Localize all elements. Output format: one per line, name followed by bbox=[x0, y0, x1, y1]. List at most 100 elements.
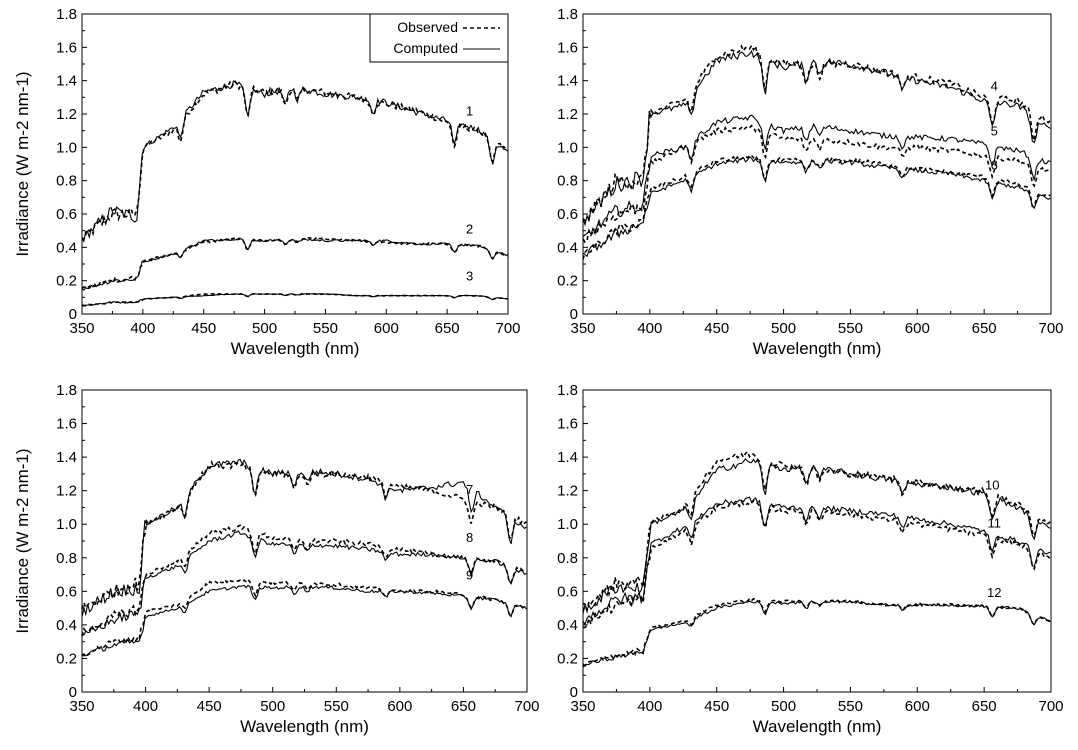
y-tick-label: 0.2 bbox=[56, 650, 77, 667]
x-tick-label: 400 bbox=[637, 698, 662, 715]
y-tick-label: 1.0 bbox=[56, 139, 77, 156]
y-tick-label: 0 bbox=[570, 684, 578, 701]
y-tick-label: 0 bbox=[69, 684, 77, 701]
y-tick-label: 0.8 bbox=[557, 173, 578, 190]
x-axis-label: Wavelength (nm) bbox=[753, 339, 882, 358]
series-label-3: 3 bbox=[466, 268, 473, 283]
y-axis-label: Irradiance (W m-2 nm-1) bbox=[13, 71, 32, 256]
y-tick-label: 1.4 bbox=[557, 73, 578, 90]
y-tick-label: 0.2 bbox=[557, 273, 578, 290]
y-tick-label: 0.8 bbox=[56, 173, 77, 190]
x-tick-label: 350 bbox=[69, 698, 94, 715]
x-tick-label: 700 bbox=[514, 698, 539, 715]
series-10-computed-line bbox=[582, 458, 1051, 614]
series-11-computed-line bbox=[582, 496, 1051, 626]
series-6-computed-line bbox=[582, 156, 1051, 258]
y-tick-label: 1.8 bbox=[557, 382, 578, 399]
y-tick-label: 0.4 bbox=[557, 239, 578, 256]
series-7-observed-line bbox=[81, 459, 527, 610]
chart-panel-2: 0 0.2 0.4 0.6 0.8 1.0 1.2 1.4 1.6 1.8 350 400 450 500… bbox=[557, 6, 1063, 358]
series-label-7: 7 bbox=[466, 482, 473, 497]
series-4-computed-line bbox=[582, 49, 1051, 227]
x-tick-label: 350 bbox=[69, 320, 94, 337]
x-tick-label: 700 bbox=[495, 320, 520, 337]
y-tick-label: 0 bbox=[69, 306, 77, 323]
y-tick-label: 0.6 bbox=[557, 206, 578, 223]
x-tick-label: 650 bbox=[451, 698, 476, 715]
x-axis-label: Wavelength (nm) bbox=[753, 717, 882, 736]
y-tick-label: 1.6 bbox=[557, 39, 578, 56]
y-tick-label: 0.8 bbox=[557, 550, 578, 567]
series-12-computed-line bbox=[582, 599, 1051, 668]
y-tick-label: 0.6 bbox=[56, 206, 77, 223]
x-tick-label: 350 bbox=[570, 320, 595, 337]
y-tick-label: 1.2 bbox=[557, 483, 578, 500]
x-tick-label: 550 bbox=[313, 320, 338, 337]
y-tick-label: 1.6 bbox=[557, 416, 578, 433]
y-tick-label: 1.8 bbox=[557, 6, 578, 23]
y-tick-label: 0.6 bbox=[56, 583, 77, 600]
x-tick-label: 700 bbox=[1038, 320, 1063, 337]
y-tick-label: 0.8 bbox=[56, 550, 77, 567]
x-axis-label: Wavelength (nm) bbox=[231, 339, 360, 358]
series-label-8: 8 bbox=[466, 530, 473, 545]
series-4-observed-line bbox=[582, 43, 1051, 222]
x-tick-label: 500 bbox=[260, 698, 285, 715]
y-tick-label: 0.4 bbox=[557, 617, 578, 634]
x-tick-label: 600 bbox=[387, 698, 412, 715]
series-label-11: 11 bbox=[988, 516, 1002, 531]
chart-panel-3: 0 0.2 0.4 0.6 0.8 1.0 1.2 1.4 1.6 1.8 350 400 450 500… bbox=[13, 382, 540, 736]
x-tick-label: 400 bbox=[130, 320, 155, 337]
y-tick-label: 1.2 bbox=[557, 106, 578, 123]
x-tick-label: 450 bbox=[197, 698, 222, 715]
x-tick-label: 600 bbox=[905, 698, 930, 715]
series-1-observed-line bbox=[81, 80, 508, 241]
y-tick-label: 0.4 bbox=[56, 617, 77, 634]
y-tick-label: 1.4 bbox=[56, 73, 77, 90]
y-tick-label: 0.2 bbox=[557, 650, 578, 667]
y-tick-label: 1.2 bbox=[56, 106, 77, 123]
y-axis-label: Irradiance (W m-2 nm-1) bbox=[13, 448, 32, 633]
series-label-9: 9 bbox=[466, 567, 473, 582]
y-tick-label: 1.8 bbox=[56, 6, 77, 23]
series-label-2: 2 bbox=[466, 222, 473, 237]
y-tick-label: 1.0 bbox=[56, 516, 77, 533]
series-9-observed-line bbox=[81, 578, 527, 657]
x-tick-label: 450 bbox=[704, 320, 729, 337]
x-tick-label: 550 bbox=[838, 320, 863, 337]
y-tick-label: 1.6 bbox=[56, 416, 77, 433]
y-tick-label: 1.0 bbox=[557, 516, 578, 533]
series-label-1: 1 bbox=[466, 104, 473, 119]
x-tick-label: 500 bbox=[771, 320, 796, 337]
legend-computed-label: Computed bbox=[393, 40, 458, 56]
y-tick-label: 0.2 bbox=[56, 273, 77, 290]
y-tick-label: 1.2 bbox=[56, 483, 77, 500]
series-5-computed-line bbox=[582, 114, 1051, 238]
plot-frame bbox=[582, 389, 1052, 693]
x-tick-label: 500 bbox=[771, 698, 796, 715]
series-6-observed-line bbox=[582, 154, 1051, 260]
x-tick-label: 700 bbox=[1038, 698, 1063, 715]
x-tick-label: 500 bbox=[252, 320, 277, 337]
x-tick-label: 550 bbox=[324, 698, 349, 715]
series-2-observed-line bbox=[81, 236, 508, 290]
series-7-computed-line bbox=[81, 458, 527, 617]
series-label-10: 10 bbox=[985, 477, 999, 492]
series-5-observed-line bbox=[582, 124, 1051, 244]
series-8-computed-line bbox=[81, 530, 527, 636]
plot-frame bbox=[81, 389, 528, 693]
chart-panel-1: 0 0.2 0.4 0.6 0.8 1.0 1.2 1.4 1.6 1.8 350 400 450 500… bbox=[13, 6, 521, 358]
y-tick-label: 1.6 bbox=[56, 39, 77, 56]
series-12-observed-line bbox=[582, 597, 1051, 668]
y-tick-label: 0 bbox=[570, 306, 578, 323]
chart-panel-4: 0 0.2 0.4 0.6 0.8 1.0 1.2 1.4 1.6 1.8 350 400 450 500… bbox=[557, 382, 1063, 736]
y-tick-label: 1.8 bbox=[56, 382, 77, 399]
x-tick-label: 400 bbox=[133, 698, 158, 715]
x-tick-label: 600 bbox=[374, 320, 399, 337]
legend: Observed Computed bbox=[369, 13, 509, 63]
x-tick-label: 650 bbox=[972, 698, 997, 715]
y-tick-label: 0.4 bbox=[56, 239, 77, 256]
series-3-computed-line bbox=[81, 293, 508, 307]
x-tick-label: 350 bbox=[570, 698, 595, 715]
